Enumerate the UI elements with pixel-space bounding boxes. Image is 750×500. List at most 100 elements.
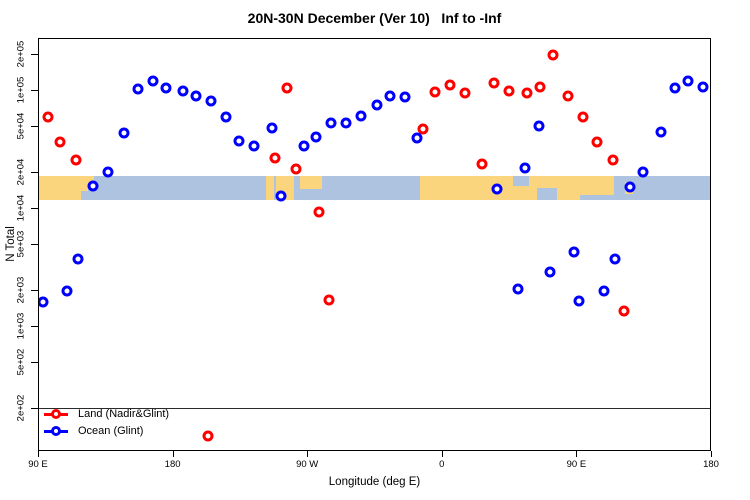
ocean-data-point [491, 183, 503, 195]
x-axis-tick [576, 451, 578, 457]
ocean-data-point [298, 140, 310, 152]
land-data-point [42, 111, 54, 123]
ocean-data-point [248, 140, 260, 152]
land-data-point [459, 87, 471, 99]
x-axis-tick [38, 451, 39, 457]
ocean-notch [537, 187, 558, 200]
land-data-point [313, 206, 325, 218]
x-axis-tick-label: 90 W [296, 459, 319, 470]
ocean-data-point [384, 90, 396, 102]
legend-label-ocean: Ocean (Glint) [78, 424, 144, 437]
y-axis-tick-label: 2e+05 [15, 41, 27, 68]
ocean-data-point [177, 85, 189, 97]
land-data-point [591, 136, 603, 148]
y-axis-tick [31, 208, 38, 209]
x-axis-tick [172, 451, 174, 457]
y-axis-tick-label: 5e+04 [15, 112, 27, 139]
ocean-data-point [355, 110, 367, 122]
land-data-point [54, 136, 66, 148]
ocean-data-point [72, 253, 84, 265]
land-patch [420, 176, 615, 200]
land-data-point [281, 82, 293, 94]
land-data-point [444, 79, 456, 91]
x-axis-tick-label: 0 [439, 459, 445, 470]
x-axis-tick [711, 451, 712, 457]
ocean-data-point [533, 120, 544, 131]
x-axis-tick-label: 180 [164, 459, 181, 470]
land-patch [39, 176, 81, 200]
y-axis-tick [31, 172, 38, 174]
ocean-series-symbol [44, 425, 68, 436]
y-axis-tick-label: 1e+04 [15, 194, 27, 222]
ocean-data-point [544, 266, 556, 278]
ocean-data-point [637, 166, 649, 178]
ocean-series-ring-icon [51, 425, 61, 436]
land-data-point [618, 305, 630, 317]
land-data-point [503, 85, 515, 97]
land-data-point [534, 81, 546, 93]
y-axis-tick-label: 1e+03 [15, 312, 27, 340]
y-axis-tick [31, 90, 38, 91]
reference-line [39, 408, 710, 410]
plot-area [38, 38, 711, 451]
y-axis-tick [31, 408, 38, 410]
legend-item-ocean: Ocean (Glint) [44, 422, 169, 439]
land-series-ring-icon [51, 408, 61, 419]
land-data-point [562, 90, 574, 102]
ocean-data-point [340, 117, 352, 129]
ocean-data-point [519, 162, 531, 174]
land-data-point [547, 49, 559, 61]
x-axis-tick [441, 451, 443, 457]
y-axis-tick-label: 1e+05 [15, 76, 27, 104]
land-data-point [607, 154, 619, 166]
land-data-point [70, 154, 82, 166]
ocean-data-point [102, 166, 114, 178]
ocean-data-point [266, 122, 278, 134]
y-axis-tick-label: 5e+03 [15, 230, 27, 257]
ocean-data-point [682, 75, 694, 87]
ocean-data-point [310, 131, 322, 143]
land-data-point [476, 158, 488, 170]
land-data-point [521, 87, 533, 99]
ocean-data-point [205, 95, 217, 107]
ocean-data-point [233, 135, 245, 147]
land-patch [80, 176, 89, 192]
land-series-symbol [44, 408, 68, 419]
chart-title: 20N-30N December (Ver 10) Inf to -Inf [247, 10, 502, 26]
land-data-point [269, 152, 281, 164]
y-axis-tick [31, 54, 38, 56]
ocean-data-point [697, 81, 709, 93]
y-axis-tick [31, 361, 38, 363]
x-axis-tick-label: 90 E [28, 459, 48, 470]
ocean-notch [513, 176, 529, 186]
y-axis-tick [31, 290, 38, 292]
y-axis-tick [31, 125, 38, 127]
ocean-data-point [87, 180, 99, 192]
ocean-notch [580, 195, 615, 200]
y-axis-tick-label: 2e+04 [15, 159, 27, 186]
ocean-data-point [512, 283, 524, 295]
ocean-data-point [190, 90, 202, 102]
land-patch [299, 176, 322, 190]
ocean-data-point [160, 82, 172, 94]
land-data-point [577, 111, 589, 123]
legend-label-land: Land (Nadir&Glint) [78, 407, 170, 420]
ocean-data-point [399, 91, 411, 103]
ocean-data-point [220, 111, 232, 123]
x-axis-tick-label: 90 E [566, 459, 587, 470]
x-axis-tick-label: 180 [703, 459, 719, 470]
ocean-data-point [573, 295, 585, 307]
land-data-point [202, 430, 214, 442]
y-axis-tick-label: 2e+02 [15, 395, 27, 422]
ocean-data-point [371, 99, 383, 111]
world-map-band [39, 176, 710, 200]
ocean-data-point [609, 253, 621, 265]
y-axis-tick [31, 243, 38, 245]
ocean-data-point [61, 285, 73, 297]
land-patch [266, 176, 274, 200]
ocean-data-point [411, 132, 423, 144]
legend: Land (Nadir&Glint) Ocean (Glint) [44, 405, 169, 439]
ocean-data-point [39, 296, 49, 308]
ocean-data-point [325, 117, 337, 129]
ocean-data-point [147, 75, 159, 87]
